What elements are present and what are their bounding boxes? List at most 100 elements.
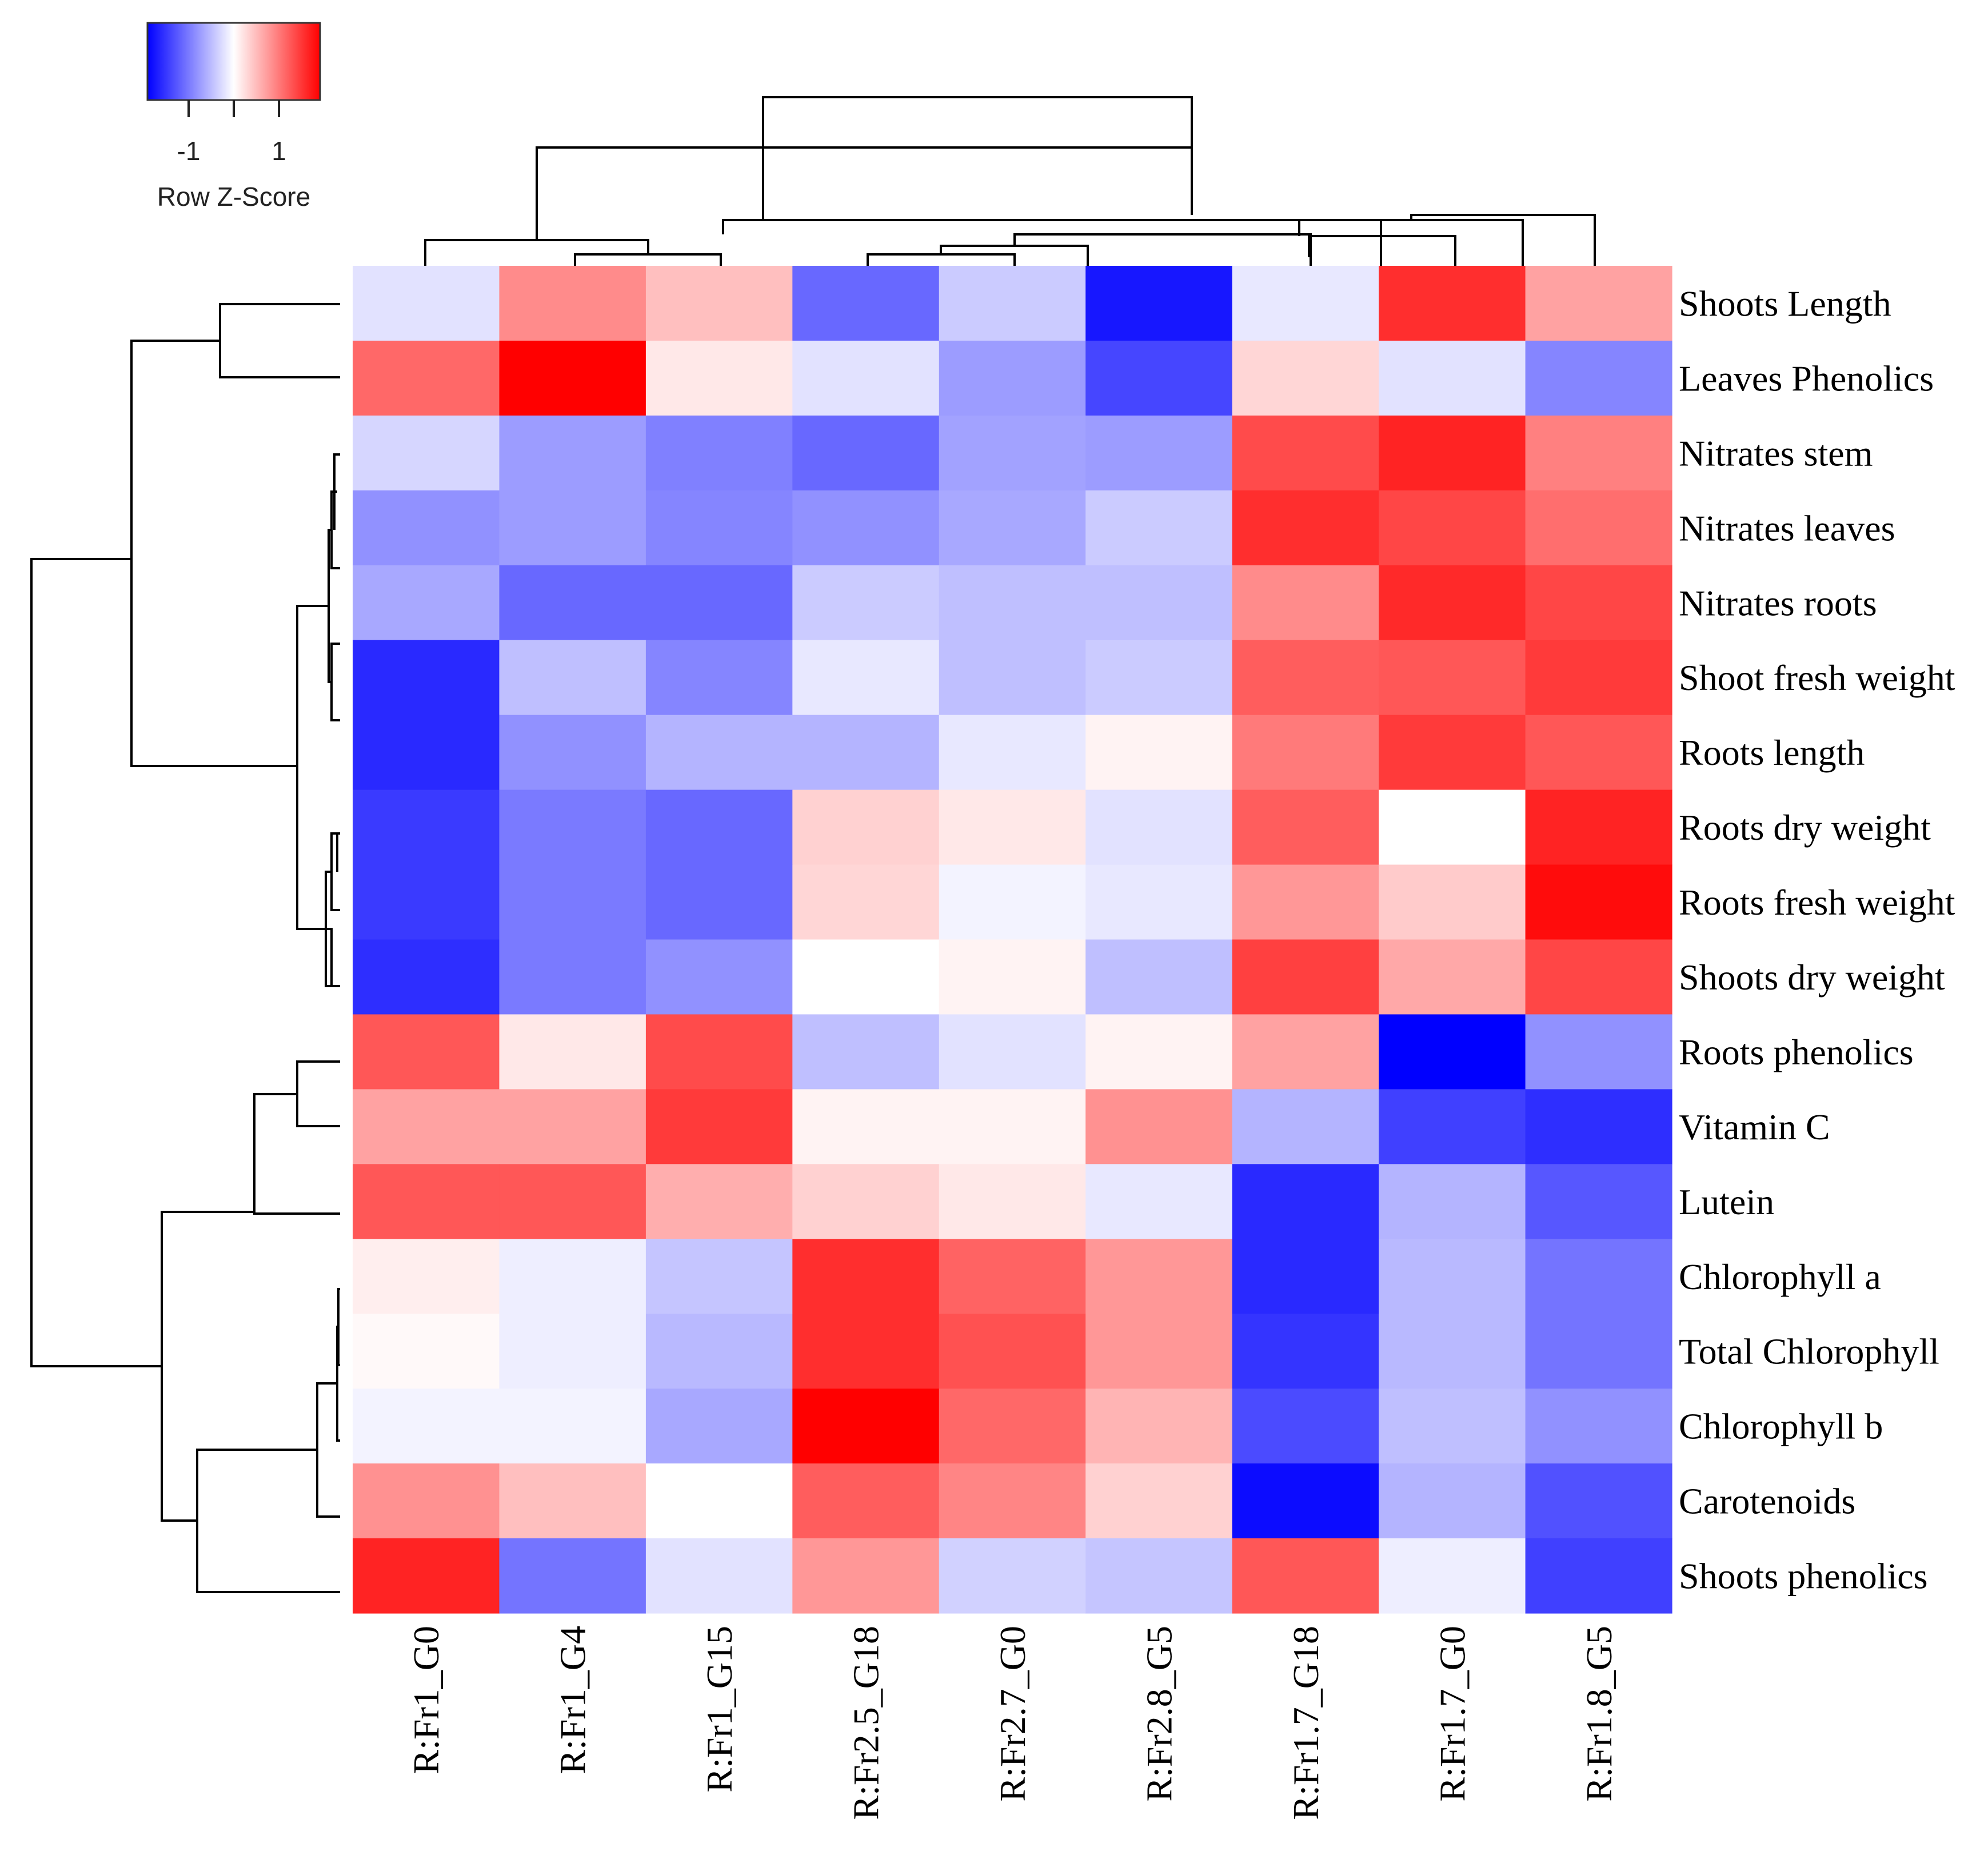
heatmap-cell <box>792 1463 940 1539</box>
color-key: -1 1 Row Z-Score <box>146 22 321 212</box>
heatmap-cell <box>1379 266 1526 341</box>
row-label: Leaves Phenolics <box>1679 358 1934 398</box>
heatmap-cell <box>499 1314 646 1389</box>
heatmap-cell <box>792 565 940 641</box>
heatmap-cell <box>1379 1164 1526 1239</box>
heatmap-cell <box>1232 939 1379 1015</box>
heatmap-cell <box>499 490 646 566</box>
color-key-bar <box>146 22 321 101</box>
column-label: R:Fr1.7_G18 <box>1286 1626 1326 1820</box>
heatmap-cell <box>1232 864 1379 940</box>
heatmap-cell <box>353 939 500 1015</box>
heatmap-cell <box>353 1239 500 1314</box>
heatmap-cell <box>499 1538 646 1614</box>
heatmap-cell <box>1525 1239 1672 1314</box>
column-label: R:Fr2.8_G5 <box>1139 1626 1179 1802</box>
heatmap-cell <box>353 266 500 341</box>
heatmap-cell <box>792 1538 940 1614</box>
heatmap-cell <box>1379 939 1526 1015</box>
color-key-tick-label-pos1: 1 <box>272 136 286 166</box>
row-dendrogram <box>30 303 340 1593</box>
column-dendrogram-branches <box>424 96 1596 266</box>
heatmap-cell <box>1232 640 1379 716</box>
heatmap-cell <box>1085 939 1233 1015</box>
heatmap-cell <box>939 1014 1086 1090</box>
heatmap-cell <box>1085 1014 1233 1090</box>
column-label: R:Fr1_G0 <box>406 1626 446 1774</box>
heatmap-cell <box>499 715 646 791</box>
heatmap-cell <box>1525 415 1672 491</box>
heatmap-cell <box>1232 490 1379 566</box>
heatmap-cell <box>353 1014 500 1090</box>
heatmap-cell <box>1085 340 1233 416</box>
heatmap-cell <box>1085 1463 1233 1539</box>
heatmap-cell <box>645 1538 793 1614</box>
heatmap-cell <box>792 490 940 566</box>
heatmap-cell <box>645 1463 793 1539</box>
row-label: Shoots dry weight <box>1679 957 1945 998</box>
heatmap-cell <box>792 1239 940 1314</box>
heatmap-cell <box>499 939 646 1015</box>
heatmap-cell <box>1085 266 1233 341</box>
row-label: Roots dry weight <box>1679 807 1931 848</box>
heatmap-cell <box>1379 864 1526 940</box>
heatmap-cell <box>645 1314 793 1389</box>
heatmap-cell <box>1525 340 1672 416</box>
heatmap-cell <box>792 415 940 491</box>
row-label: Shoots phenolics <box>1679 1556 1928 1597</box>
heatmap-cell <box>645 266 793 341</box>
heatmap-cell <box>1085 1089 1233 1164</box>
heatmap-cell <box>1379 640 1526 716</box>
heatmap-cell <box>792 1389 940 1464</box>
heatmap-cell <box>939 266 1086 341</box>
heatmap-cell <box>792 1089 940 1164</box>
heatmap-cell <box>499 340 646 416</box>
heatmap-cell <box>1379 715 1526 791</box>
heatmap-cell <box>792 939 940 1015</box>
heatmap-cell <box>1379 1463 1526 1539</box>
heatmap-cell <box>353 565 500 641</box>
heatmap-cell <box>1085 565 1233 641</box>
heatmap-cell <box>1085 864 1233 940</box>
heatmap-cell <box>939 1164 1086 1239</box>
row-label: Nitrates leaves <box>1679 508 1895 548</box>
heatmap-cell <box>1232 340 1379 416</box>
heatmap-cell <box>939 1538 1086 1614</box>
heatmap-cell <box>353 1314 500 1389</box>
heatmap-cell <box>353 1164 500 1239</box>
row-label: Nitrates stem <box>1679 433 1873 473</box>
heatmap-cell <box>1525 1089 1672 1164</box>
heatmap-cell <box>1525 1463 1672 1539</box>
row-label: Roots phenolics <box>1679 1032 1914 1072</box>
column-label: R:Fr2.7_G0 <box>992 1626 1033 1802</box>
row-label: Roots length <box>1679 732 1865 773</box>
heatmap-cell <box>939 939 1086 1015</box>
heatmap-cell <box>1379 789 1526 865</box>
heatmap-cell <box>645 1164 793 1239</box>
heatmap-cell <box>1085 789 1233 865</box>
heatmap-cell <box>1379 1014 1526 1090</box>
heatmap-cell <box>1379 1089 1526 1164</box>
heatmap-cell <box>499 1389 646 1464</box>
heatmap-cell <box>792 266 940 341</box>
row-label: Chlorophyll b <box>1679 1406 1883 1447</box>
row-label: Shoots Length <box>1679 284 1891 324</box>
heatmap-cell <box>939 415 1086 491</box>
heatmap-cell <box>1379 340 1526 416</box>
heatmap-cell <box>353 340 500 416</box>
heatmap-cell <box>499 266 646 341</box>
heatmap-cell <box>1379 1538 1526 1614</box>
color-key-title: Row Z-Score <box>157 182 310 212</box>
heatmap-cell <box>499 565 646 641</box>
heatmap-cell <box>1232 1463 1379 1539</box>
column-label: R:Fr2.5_G18 <box>846 1626 887 1820</box>
heatmap-cell <box>939 490 1086 566</box>
heatmap-cell <box>353 1538 500 1614</box>
heatmap-cell <box>792 715 940 791</box>
row-label: Carotenoids <box>1679 1481 1855 1522</box>
heatmap-cell <box>1232 565 1379 641</box>
heatmap-cell <box>1525 1538 1672 1614</box>
heatmap-cell <box>499 1089 646 1164</box>
heatmap-cell <box>353 1463 500 1539</box>
